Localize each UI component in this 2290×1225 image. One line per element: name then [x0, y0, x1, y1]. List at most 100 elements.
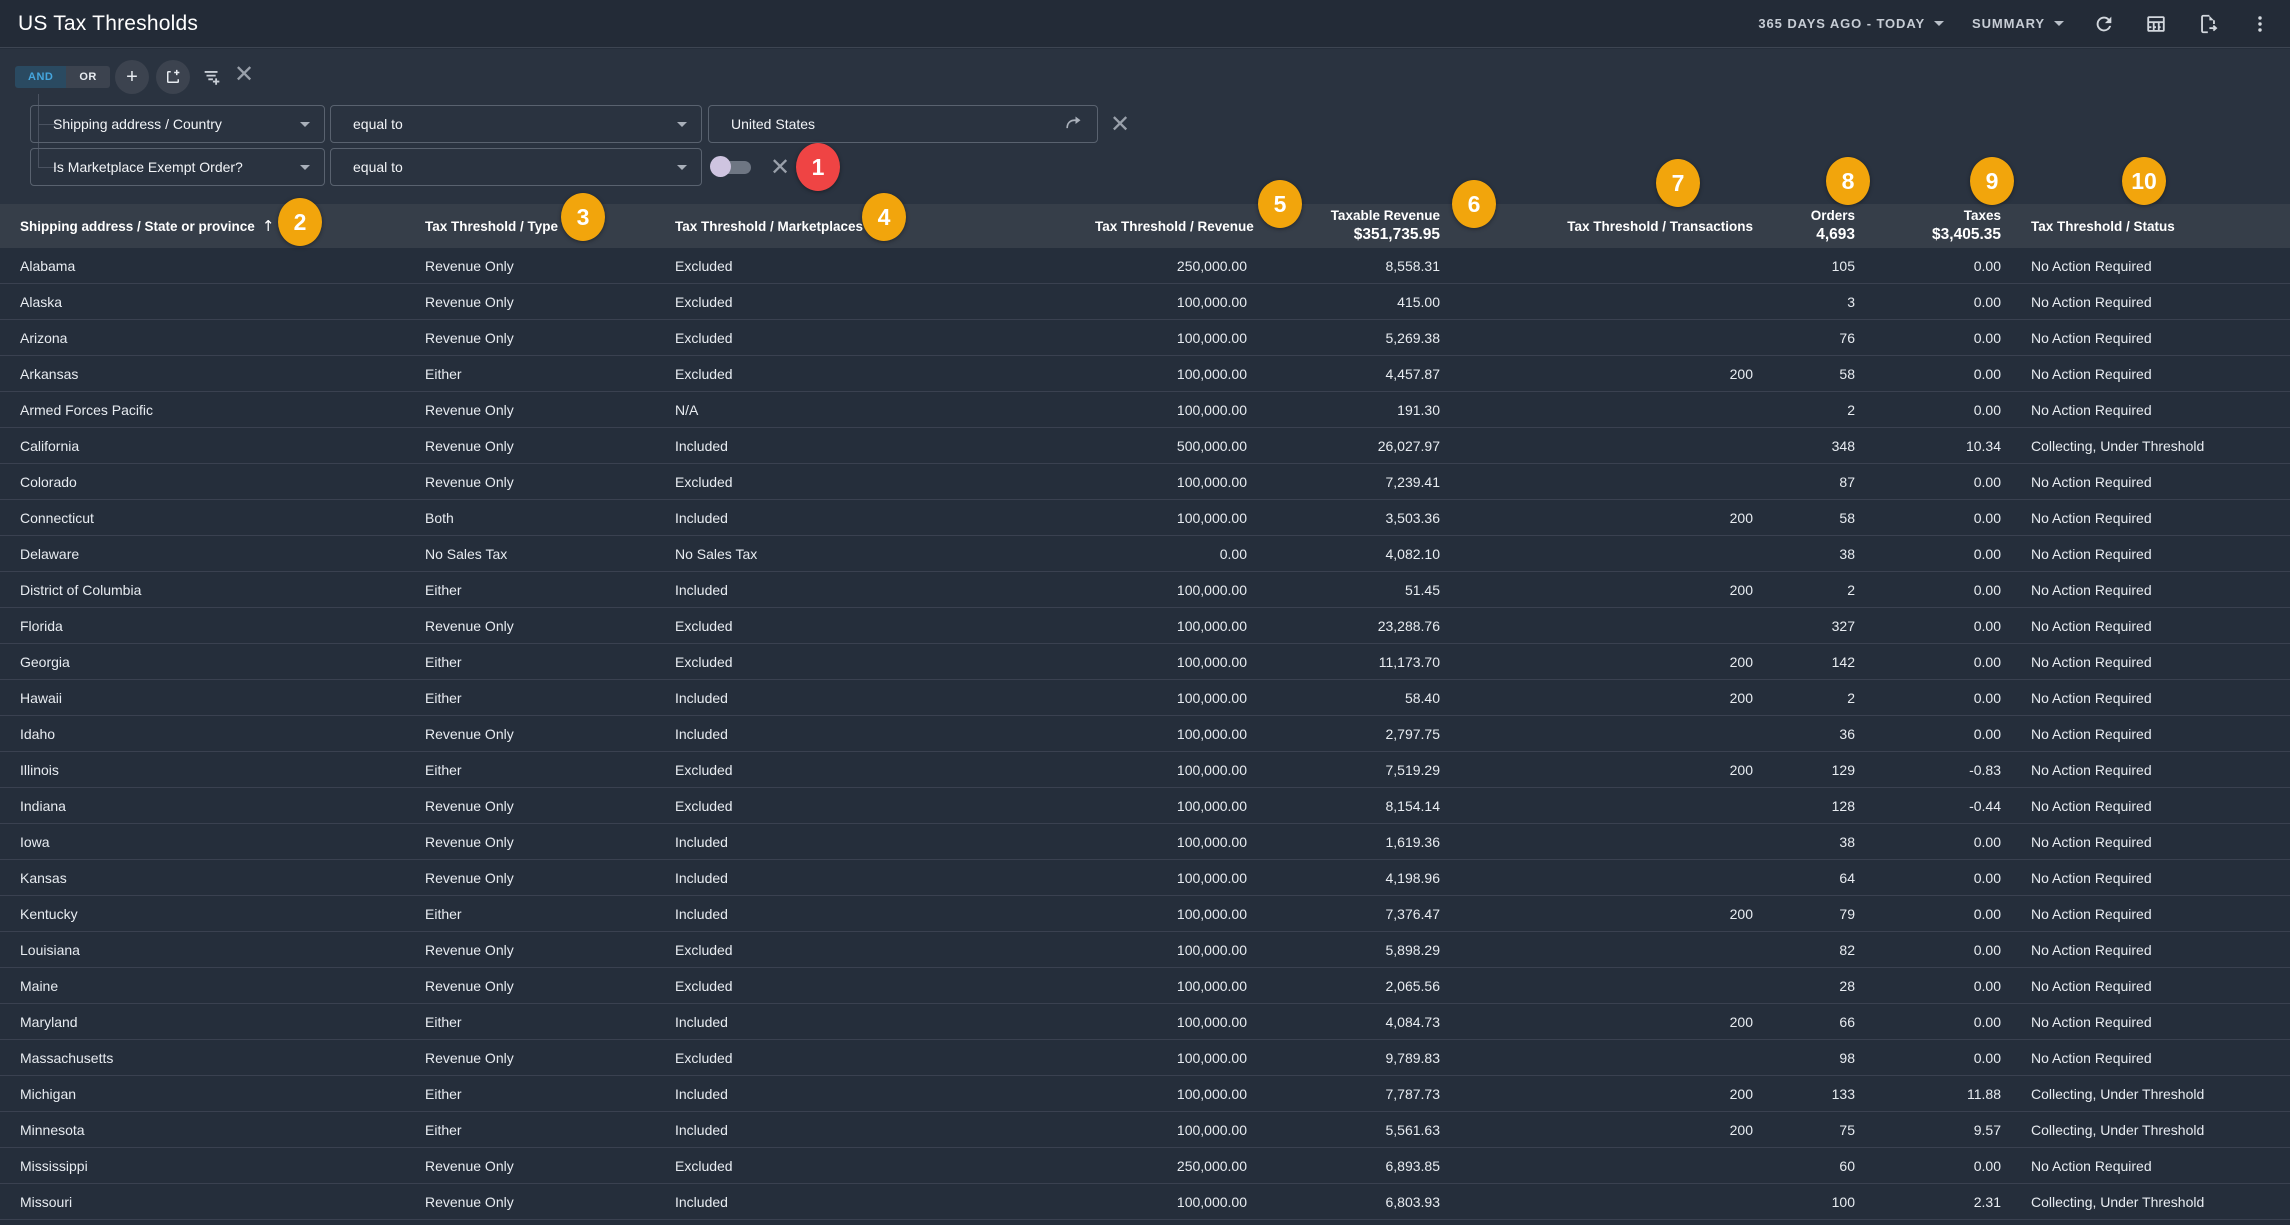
table-cell: 327 [1831, 617, 1855, 634]
table-row[interactable]: Indiana Revenue Only Excluded 100,000.00 8,1… [0, 788, 2290, 824]
column-header-type[interactable]: Tax Threshold / Type [410, 219, 660, 234]
table-cell: Either [425, 1013, 462, 1030]
column-header-status[interactable]: Tax Threshold / Status [2016, 219, 2290, 234]
export-file-icon [2201, 14, 2218, 33]
table-row[interactable]: Idaho Revenue Only Included 100,000.00 2,797… [0, 716, 2290, 752]
table-cell: 0.00 [1973, 941, 2001, 958]
add-filter-group-button[interactable] [156, 60, 190, 94]
table-row[interactable]: Alabama Revenue Only Excluded 250,000.00 8,5… [0, 248, 2290, 284]
logic-or-button[interactable]: OR [66, 66, 110, 88]
table-cell: Revenue Only [425, 437, 514, 454]
column-header-transactions[interactable]: Tax Threshold / Transactions [1455, 219, 1768, 234]
filter-field-select[interactable]: Shipping address / Country [30, 105, 325, 143]
add-filter-button[interactable]: + [115, 60, 149, 94]
refresh-icon [2096, 16, 2112, 31]
table-cell: No Sales Tax [675, 545, 758, 562]
column-header-orders[interactable]: Orders 4,693 [1768, 208, 1870, 244]
table-row[interactable]: Michigan Either Included 100,000.00 7,787.73… [0, 1076, 2290, 1112]
table-row[interactable]: Maryland Either Included 100,000.00 4,084.73… [0, 1004, 2290, 1040]
column-header-marketplaces[interactable]: Tax Threshold / Marketplaces [660, 219, 1080, 234]
table-cell: Excluded [675, 941, 733, 958]
column-total: $3,405.35 [1932, 226, 2001, 243]
filter-field-select[interactable]: Is Marketplace Exempt Order? [30, 148, 325, 186]
table-row[interactable]: Massachusetts Revenue Only Excluded 100,000… [0, 1040, 2290, 1076]
table-cell: Revenue Only [425, 977, 514, 994]
table-row[interactable]: Kentucky Either Included 100,000.00 7,376.47… [0, 896, 2290, 932]
annotation-badge-1: 1 [796, 143, 840, 191]
remove-filter-button[interactable]: ✕ [770, 154, 791, 181]
advanced-filter-button[interactable] [201, 66, 223, 93]
table-row[interactable]: District of Columbia Either Included 100,00… [0, 572, 2290, 608]
table-cell: Included [675, 509, 728, 526]
table-cell: 9,789.83 [1385, 1049, 1441, 1066]
table-cell: Indiana [20, 797, 66, 814]
table-cell: 51.45 [1404, 581, 1440, 598]
table-cell: No Action Required [2031, 581, 2152, 598]
table-row[interactable]: Louisiana Revenue Only Excluded 100,000.00 5… [0, 932, 2290, 968]
refresh-button[interactable] [2092, 12, 2116, 36]
column-header-taxes[interactable]: Taxes $3,405.35 [1870, 208, 2016, 244]
logic-and-button[interactable]: AND [15, 66, 67, 88]
table-cell: 2,065.56 [1385, 977, 1441, 994]
table-cell: Colorado [20, 473, 77, 490]
table-row[interactable]: Georgia Either Excluded 100,000.00 11,173.70… [0, 644, 2290, 680]
view-mode-label: SUMMARY [1972, 16, 2045, 31]
table-row[interactable]: Iowa Revenue Only Included 100,000.00 1,619.… [0, 824, 2290, 860]
table-row[interactable]: Florida Revenue Only Excluded 100,000.00 23,… [0, 608, 2290, 644]
table-cell: Either [425, 761, 462, 778]
table-row[interactable]: Mississippi Revenue Only Excluded 250,000.0… [0, 1148, 2290, 1184]
table-cell: Excluded [675, 617, 733, 634]
table-row[interactable]: California Revenue Only Included 500,000.00… [0, 428, 2290, 464]
column-header-state[interactable]: Shipping address / State or province ↑ 1 [0, 216, 410, 236]
table-cell: 133 [1831, 1085, 1855, 1102]
filter-operator-select[interactable]: equal to [330, 105, 702, 143]
table-cell: 23,288.76 [1377, 617, 1440, 634]
table-row[interactable]: Illinois Either Excluded 100,000.00 7,519.29… [0, 752, 2290, 788]
marketplace-exempt-toggle[interactable] [710, 156, 752, 178]
table-cell: Included [675, 1193, 728, 1210]
table-cell: 100,000.00 [1176, 365, 1247, 382]
table-row[interactable]: Arizona Revenue Only Excluded 100,000.00 5,2… [0, 320, 2290, 356]
table-cell: Excluded [675, 761, 733, 778]
column-header-taxable-revenue[interactable]: Taxable Revenue $351,735.95 [1262, 208, 1455, 244]
table-row[interactable]: Alaska Revenue Only Excluded 100,000.00 415.… [0, 284, 2290, 320]
table-cell: 79 [1839, 905, 1855, 922]
table-cell: Included [675, 1121, 728, 1138]
table-cell: Armed Forces Pacific [20, 401, 154, 418]
table-row[interactable]: Maine Revenue Only Excluded 100,000.00 2,065… [0, 968, 2290, 1004]
filter-operator-select[interactable]: equal to [330, 148, 702, 186]
table-cell: Missouri [20, 1193, 73, 1210]
view-mode-control[interactable]: SUMMARY [1972, 16, 2064, 31]
export-button[interactable] [2196, 12, 2220, 36]
filter-value-input[interactable]: United States [708, 105, 1098, 143]
clear-all-filters-button[interactable]: ✕ [234, 61, 255, 88]
remove-filter-button[interactable]: ✕ [1110, 111, 1131, 138]
table-cell: 82 [1839, 941, 1855, 958]
table-row[interactable]: Delaware No Sales Tax No Sales Tax 0.00 4,08… [0, 536, 2290, 572]
table-cell: 60 [1839, 1157, 1855, 1174]
table-row[interactable]: Minnesota Either Included 100,000.00 5,561.6… [0, 1112, 2290, 1148]
date-range-control[interactable]: 365 DAYS AGO - TODAY [1758, 16, 1945, 31]
column-label: Taxable Revenue [1330, 208, 1440, 223]
table-row[interactable]: Kansas Revenue Only Included 100,000.00 4,19… [0, 860, 2290, 896]
table-view-button[interactable] [2144, 12, 2168, 36]
table-row[interactable]: Armed Forces Pacific Revenue Only N/A 100,0… [0, 392, 2290, 428]
table-cell: 26,027.97 [1377, 437, 1440, 454]
table-cell: No Action Required [2031, 977, 2152, 994]
table-row[interactable]: Arkansas Either Excluded 100,000.00 4,457.87… [0, 356, 2290, 392]
table-cell: Revenue Only [425, 473, 514, 490]
table-row[interactable]: Connecticut Both Included 100,000.00 3,503.3… [0, 500, 2290, 536]
column-header-threshold-revenue[interactable]: Tax Threshold / Revenue [1080, 219, 1262, 234]
table-row[interactable]: Missouri Revenue Only Included 100,000.00 6,… [0, 1184, 2290, 1220]
table-row[interactable]: Hawaii Either Included 100,000.00 58.40 200 2 0… [0, 680, 2290, 716]
table-cell: Louisiana [20, 941, 80, 958]
chevron-down-icon [300, 121, 310, 127]
more-menu-button[interactable] [2248, 12, 2272, 36]
table-cell: No Action Required [2031, 689, 2152, 706]
table-cell: 200 [1729, 1013, 1753, 1030]
table-cell: 4,082.10 [1385, 545, 1441, 562]
table-cell: 8,558.31 [1385, 257, 1441, 274]
table-cell: 98 [1839, 1049, 1855, 1066]
filter-operator-value: equal to [353, 116, 403, 132]
table-row[interactable]: Colorado Revenue Only Excluded 100,000.00 7,… [0, 464, 2290, 500]
